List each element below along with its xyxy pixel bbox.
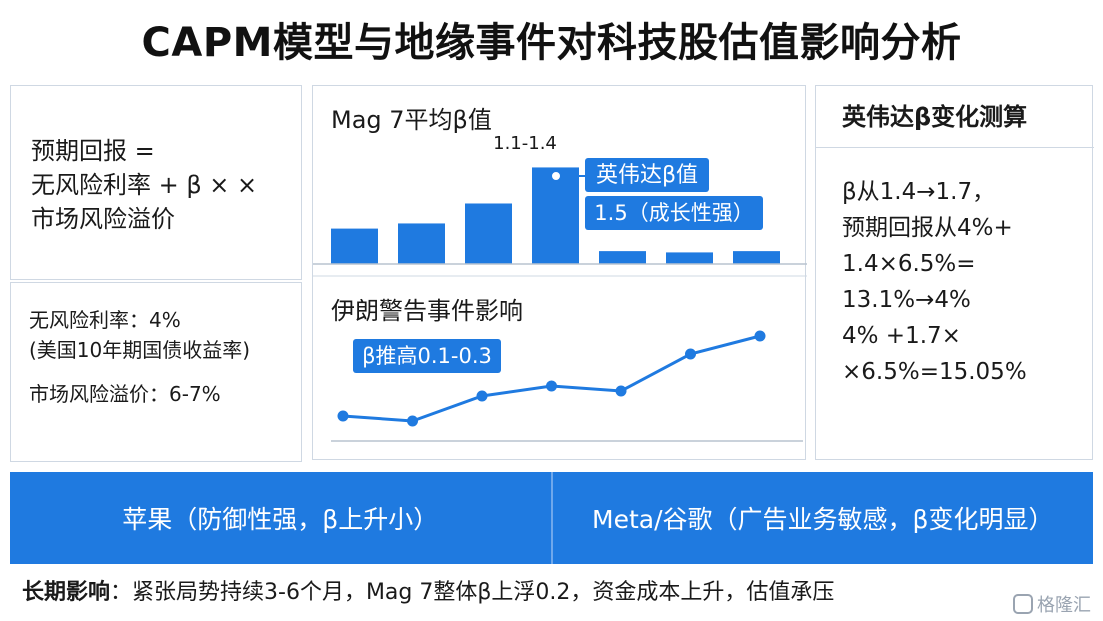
calc-line: 预期回报从4%+ bbox=[842, 215, 1013, 241]
watermark: 格隆汇 bbox=[1013, 591, 1091, 617]
risk-free-rate: 无风险利率：4% bbox=[29, 308, 181, 332]
formula-line-2: 无风险利率 + β × × bbox=[31, 171, 258, 199]
band-divider bbox=[550, 472, 553, 564]
beta-bar bbox=[666, 252, 713, 264]
callout-value: 1.5（成长性强） bbox=[594, 201, 753, 225]
nvidia-panel: 英伟达β变化测算 β从1.4→1.7， 预期回报从4%+ 1.4×6.5%= 1… bbox=[815, 85, 1094, 460]
callout-label: 英伟达β值 bbox=[596, 163, 698, 188]
trend-point bbox=[754, 330, 766, 342]
meta-google-note: Meta/谷歌（广告业务敏感，β变化明显） bbox=[592, 505, 1054, 534]
trend-point bbox=[615, 385, 627, 397]
event-chart-title: 伊朗警告事件影响 bbox=[331, 297, 523, 325]
formula-line-3: 市场风险溢价 bbox=[31, 205, 175, 233]
apple-note: 苹果（防御性强，β上升小） bbox=[122, 505, 439, 534]
calc-line: 13.1%→4% bbox=[842, 287, 971, 313]
calc-line: 4% +1.7× bbox=[842, 323, 961, 349]
beta-bar bbox=[599, 251, 646, 264]
event-callout-box bbox=[353, 339, 501, 373]
nvidia-calc: β从1.4→1.7， 预期回报从4%+ 1.4×6.5%= 13.1%→4% 4… bbox=[842, 174, 1027, 390]
watermark-text: 格隆汇 bbox=[1037, 595, 1091, 616]
beta-bar bbox=[465, 203, 512, 264]
callout-box-1 bbox=[585, 158, 709, 192]
risk-free-panel: 无风险利率：4% (美国10年期国债收益率) 市场风险溢价：6-7% bbox=[10, 282, 302, 462]
footer-text: ：紧张局势持续3-6个月，Mag 7整体β上浮0.2，资金成本上升，估值承压 bbox=[110, 580, 835, 605]
nvidia-callout: 英伟达β值 1.5（成长性强） bbox=[550, 158, 763, 230]
beta-bar bbox=[733, 251, 780, 264]
company-band: 苹果（防御性强，β上升小） Meta/谷歌（广告业务敏感，β变化明显） bbox=[10, 472, 1093, 564]
beta-bar bbox=[532, 167, 579, 264]
page-title: CAPM模型与地缘事件对科技股估值影响分析 bbox=[141, 20, 962, 66]
mag7-chart-title: Mag 7平均β值 bbox=[331, 106, 492, 134]
trend-point bbox=[685, 348, 696, 360]
watermark-logo-icon bbox=[1013, 594, 1033, 614]
beta-bar bbox=[398, 223, 445, 264]
callout-dot bbox=[550, 170, 562, 182]
footer-label: 长期影响 bbox=[22, 580, 111, 605]
calc-line: ×6.5%=15.05% bbox=[842, 359, 1027, 385]
trend-point bbox=[476, 390, 488, 402]
formula-line-1: 预期回报 = bbox=[31, 137, 155, 165]
market-risk-premium: 市场风险溢价：6-7% bbox=[29, 382, 221, 406]
trend-point bbox=[337, 410, 349, 422]
charts-svg: 1.1-1.4 英伟达β值 1.5（成长性强） β推高0.1-0.3 bbox=[313, 133, 807, 442]
trend-point bbox=[407, 415, 418, 427]
event-callout-label: β推高0.1-0.3 bbox=[362, 344, 492, 368]
beta-bar bbox=[331, 228, 378, 264]
callout-box-2 bbox=[585, 196, 763, 230]
calc-line: β从1.4→1.7， bbox=[842, 179, 996, 205]
risk-free-source: (美国10年期国债收益率) bbox=[29, 338, 251, 362]
calc-line: 1.4×6.5%= bbox=[842, 251, 976, 277]
trend-point bbox=[546, 380, 557, 392]
mag7-panel: Mag 7平均β值 1.1-1.4 英伟达β值 1.5（成长性强） β推高0.1… bbox=[312, 85, 807, 460]
bar-value-label: 1.1-1.4 bbox=[493, 133, 557, 154]
long-term-impact: 长期影响：紧张局势持续3-6个月，Mag 7整体β上浮0.2，资金成本上升，估值… bbox=[22, 574, 834, 606]
capm-formula-panel: 预期回报 = 无风险利率 + β × × 市场风险溢价 bbox=[10, 85, 302, 280]
nvidia-panel-title: 英伟达β变化测算 bbox=[816, 86, 1094, 148]
